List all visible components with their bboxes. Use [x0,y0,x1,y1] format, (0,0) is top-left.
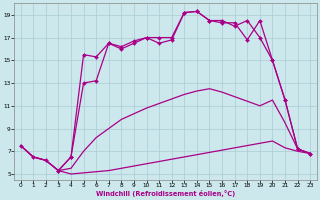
X-axis label: Windchill (Refroidissement éolien,°C): Windchill (Refroidissement éolien,°C) [96,190,235,197]
